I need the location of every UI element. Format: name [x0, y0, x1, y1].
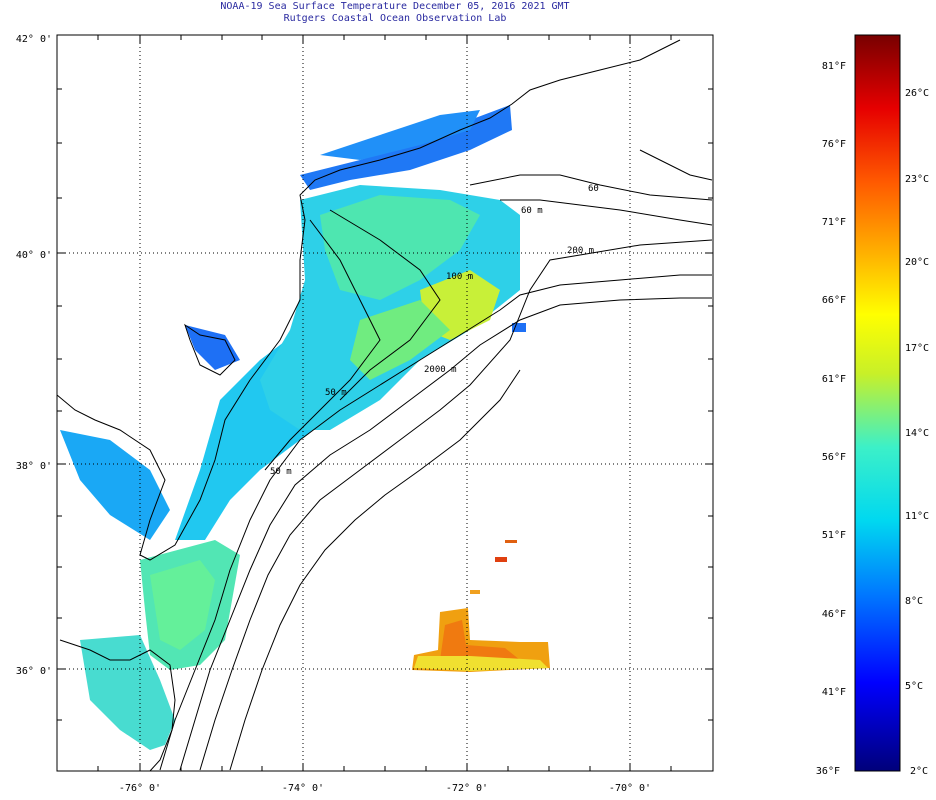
lon-labels: -76° 0' -74° 0' -72° 0' -70° 0' [119, 783, 651, 794]
lat-labels: 42° 0' 40° 0' 38° 0' 36° 0' [16, 34, 52, 677]
isobath-label: 60 m [521, 206, 543, 216]
sst-patch-south-inner [150, 560, 215, 650]
lon-label: -70° 0' [609, 783, 651, 794]
isobath-shelf-mid [329, 209, 441, 401]
colorbar-c-label: 23°C [905, 174, 929, 185]
sst-patch-warm-eddy-yellow [414, 656, 548, 671]
ticks-left [57, 34, 65, 721]
colorbar-c-label: 26°C [905, 88, 929, 99]
map-subtitle: Rutgers Coastal Ocean Observation Lab [283, 13, 507, 24]
isobath-label: 2000 m [424, 365, 457, 375]
lon-label: -72° 0' [446, 783, 488, 794]
colorbar-f-label: 41°F [822, 687, 846, 698]
colorbar-c-label: 20°C [905, 257, 929, 268]
colorbar-f-label: 81°F [822, 61, 846, 72]
isobath-label: 100 m [446, 272, 473, 282]
colorbar-c-label: 5°C [905, 681, 923, 692]
sst-patch-nj-green [320, 195, 480, 300]
isobath-100 [179, 297, 712, 771]
isobath-shelf-inner [264, 219, 381, 471]
coastline-cape-cod [639, 149, 713, 181]
lat-label: 36° 0' [16, 666, 52, 677]
coastline-nc [59, 639, 176, 771]
graticule [57, 35, 713, 771]
lat-label: 42° 0' [16, 34, 52, 45]
colorbar-f-label: 66°F [822, 295, 846, 306]
coastline-layer [57, 39, 713, 771]
colorbar-f-label: 46°F [822, 609, 846, 620]
isobath-2000 [229, 369, 521, 771]
lat-label: 38° 0' [16, 461, 52, 472]
axis-ticks [57, 34, 713, 771]
colorbar-f-label: 51°F [822, 530, 846, 541]
isobath-label: 50 m [270, 467, 292, 477]
colorbar: 81°F 76°F 71°F 66°F 61°F 56°F 51°F 46°F … [816, 34, 929, 777]
colorbar-f-label: 76°F [822, 139, 846, 150]
sst-patch-warm-spot2 [505, 540, 517, 543]
lon-label: -76° 0' [119, 783, 161, 794]
ticks-right [705, 34, 713, 721]
lon-label: -74° 0' [282, 783, 324, 794]
colorbar-c-label: 17°C [905, 343, 929, 354]
isobath-label: 60 [588, 184, 599, 194]
isobath-60b [469, 174, 713, 201]
colorbar-c-label: 11°C [905, 511, 929, 522]
sst-patch-warm-spot3 [470, 590, 480, 594]
coastline-main [57, 39, 681, 561]
colorbar-f-label: 71°F [822, 217, 846, 228]
colorbar-f-label: 61°F [822, 374, 846, 385]
ticks-bottom [97, 763, 672, 771]
sst-patch-warm-eddy-core [440, 620, 520, 665]
colorbar-f-label: 56°F [822, 452, 846, 463]
map-title: NOAA-19 Sea Surface Temperature December… [220, 1, 570, 12]
sst-data-layer [60, 105, 550, 750]
sst-patch-offshore-blue [512, 323, 526, 332]
isobath-60 [500, 199, 713, 226]
colorbar-f-label: 36°F [816, 766, 840, 777]
isobath-200 [199, 239, 713, 771]
sst-patch-delaware-bay [185, 325, 240, 370]
isobath-50-south [159, 274, 712, 771]
colorbar-c-label: 8°C [905, 596, 923, 607]
colorbar-c-label: 14°C [905, 428, 929, 439]
sst-patch-nc-sound [80, 635, 175, 750]
colorbar-c-labels: 26°C 23°C 20°C 17°C 14°C 11°C 8°C 5°C 2°… [905, 88, 929, 777]
coastline-delmarva [184, 323, 236, 376]
isobath-label: 50 m [325, 388, 347, 398]
isobath-labels: 60 60 m 200 m 100 m 2000 m 50 m 50 m [270, 184, 599, 477]
sst-patch-warm-spot1 [495, 557, 507, 562]
colorbar-c-label: 2°C [910, 766, 928, 777]
colorbar-gradient [854, 34, 901, 772]
sst-patch-chesapeake-bay [60, 430, 170, 540]
colorbar-f-labels: 81°F 76°F 71°F 66°F 61°F 56°F 51°F 46°F … [816, 61, 846, 777]
sst-patch-sound [320, 110, 480, 160]
isobath-label: 200 m [567, 246, 594, 256]
lat-label: 40° 0' [16, 250, 52, 261]
ticks-top [97, 35, 672, 43]
